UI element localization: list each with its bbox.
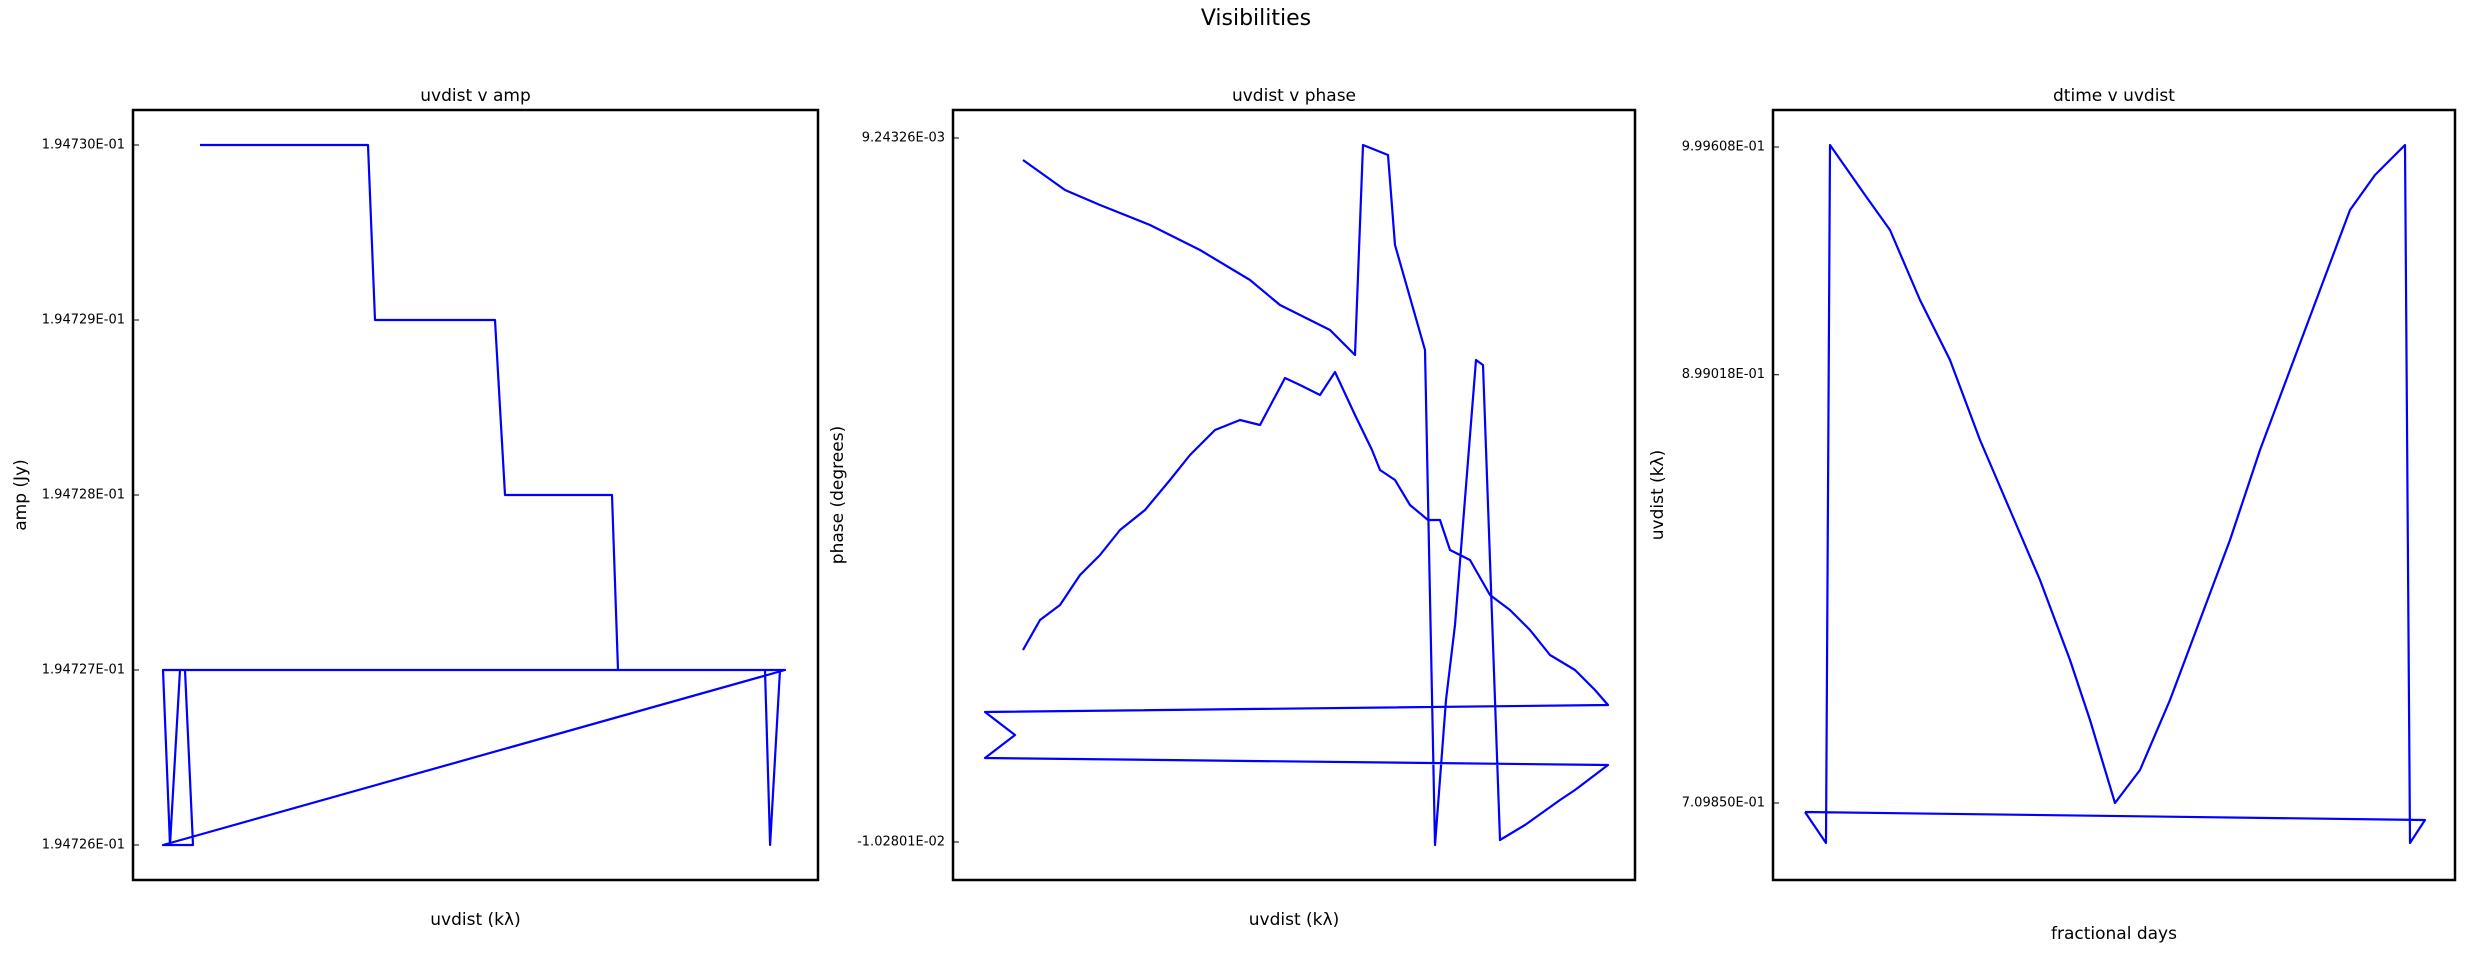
subplot-title: uvdist v phase xyxy=(1232,86,1356,106)
y-axis-label: uvdist (kλ) xyxy=(1648,450,1668,540)
y-tick-label: 7.09850E-01 xyxy=(1682,795,1765,810)
subplot-title: uvdist v amp xyxy=(420,86,531,106)
y-axis-label: amp (Jy) xyxy=(11,459,31,531)
figure-title: Visibilities xyxy=(1201,6,1311,31)
y-tick-label: 1.94727E-01 xyxy=(42,663,125,678)
plot-frame xyxy=(1771,108,2457,882)
plot-frame xyxy=(131,108,820,882)
x-axis-label: uvdist (kλ) xyxy=(430,910,520,930)
x-axis-label: fractional days xyxy=(2051,924,2177,944)
y-tick-label: 8.99018E-01 xyxy=(1682,367,1765,382)
x-axis-label: uvdist (kλ) xyxy=(1249,910,1339,930)
data-line xyxy=(161,143,787,847)
y-tick-label: 1.94726E-01 xyxy=(42,838,125,853)
y-axis-label: phase (degrees) xyxy=(828,426,848,564)
subplot-title: dtime v uvdist xyxy=(2053,86,2175,106)
y-tick-label: 9.99608E-01 xyxy=(1682,139,1765,154)
y-tick-label: 1.94728E-01 xyxy=(42,488,125,503)
y-tick-label: 1.94730E-01 xyxy=(42,138,125,153)
data-line xyxy=(983,143,1610,847)
data-line xyxy=(1804,143,2427,845)
plot-frame xyxy=(951,108,1637,882)
y-tick-label: 9.24326E-03 xyxy=(862,131,945,146)
y-tick-label: 1.94729E-01 xyxy=(42,313,125,328)
y-tick-label: -1.02801E-02 xyxy=(857,834,945,849)
